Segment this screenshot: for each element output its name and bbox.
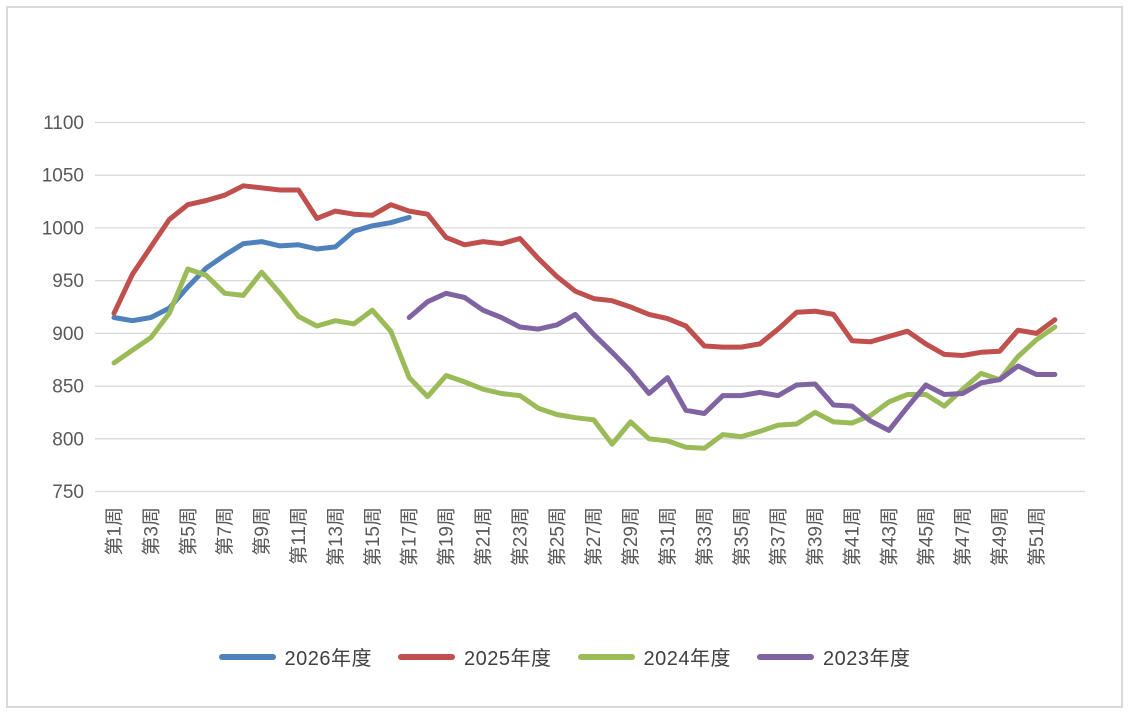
x-axis-label: 第13周	[325, 507, 347, 566]
x-axis-label: 第17周	[399, 507, 421, 566]
y-axis-label: 1000	[42, 218, 84, 239]
x-axis-label: 第7周	[214, 507, 236, 556]
x-axis-label: 第45周	[915, 507, 937, 566]
legend-label-2024: 2024年度	[643, 648, 731, 670]
legend-label-2023: 2023年度	[823, 648, 911, 670]
x-axis-label: 第3周	[140, 507, 162, 556]
series-line-2025年度[interactable]	[111, 183, 1058, 358]
legend-swatch-2024-icon	[577, 653, 635, 660]
legend-swatch-2026-icon	[218, 653, 276, 660]
x-axis-label: 第37周	[768, 507, 790, 566]
legend-label-2025: 2025年度	[464, 648, 552, 670]
x-axis-label: 第39周	[805, 507, 827, 566]
x-axis-label: 第41周	[842, 507, 864, 566]
y-axis-label: 750	[52, 482, 84, 503]
y-axis-label: 850	[52, 377, 84, 398]
x-axis-label: 第33周	[694, 507, 716, 566]
series-line-2024年度[interactable]	[111, 266, 1058, 451]
y-axis-label: 900	[52, 324, 84, 345]
x-axis-label: 第47周	[952, 507, 974, 566]
legend-item-2025[interactable]: 2025年度	[398, 642, 552, 671]
legend-item-2024[interactable]: 2024年度	[577, 642, 732, 671]
legend-item-2026[interactable]: 2026年度	[218, 642, 373, 671]
series-line-2026年度[interactable]	[111, 214, 412, 324]
legend: 2026年度 2025年度 2024年度 2023年度	[0, 642, 1129, 671]
x-axis-label: 第19周	[436, 507, 458, 566]
x-axis-label: 第15周	[362, 507, 384, 566]
y-axis-label: 1050	[42, 166, 84, 187]
x-axis-label: 第25周	[546, 507, 568, 566]
x-axis-label: 第11周	[288, 507, 310, 565]
legend-item-2023[interactable]: 2023年度	[757, 642, 911, 671]
x-axis-label: 第29周	[620, 507, 642, 566]
x-axis-label: 第43周	[878, 507, 900, 566]
x-axis-label: 第27周	[583, 507, 605, 566]
x-axis-label: 第21周	[473, 507, 495, 566]
x-axis-label: 第23周	[509, 507, 531, 566]
x-axis-label: 第9周	[251, 507, 273, 556]
y-axis-label: 950	[52, 271, 84, 292]
y-axis-label: 1100	[43, 113, 84, 134]
y-axis-label: 800	[52, 429, 84, 450]
legend-swatch-2025-icon	[398, 653, 455, 660]
series-line-2023年度[interactable]	[406, 290, 1058, 433]
x-axis-label: 第31周	[657, 507, 679, 566]
legend-swatch-2023-icon	[757, 653, 814, 660]
legend-label-2026: 2026年度	[284, 648, 372, 670]
x-axis-label: 第49周	[989, 507, 1011, 566]
x-axis-label: 第5周	[177, 507, 199, 556]
x-axis-label: 第35周	[731, 507, 753, 566]
x-axis-label: 第1周	[104, 507, 126, 556]
x-axis-label: 第51周	[1026, 507, 1048, 566]
